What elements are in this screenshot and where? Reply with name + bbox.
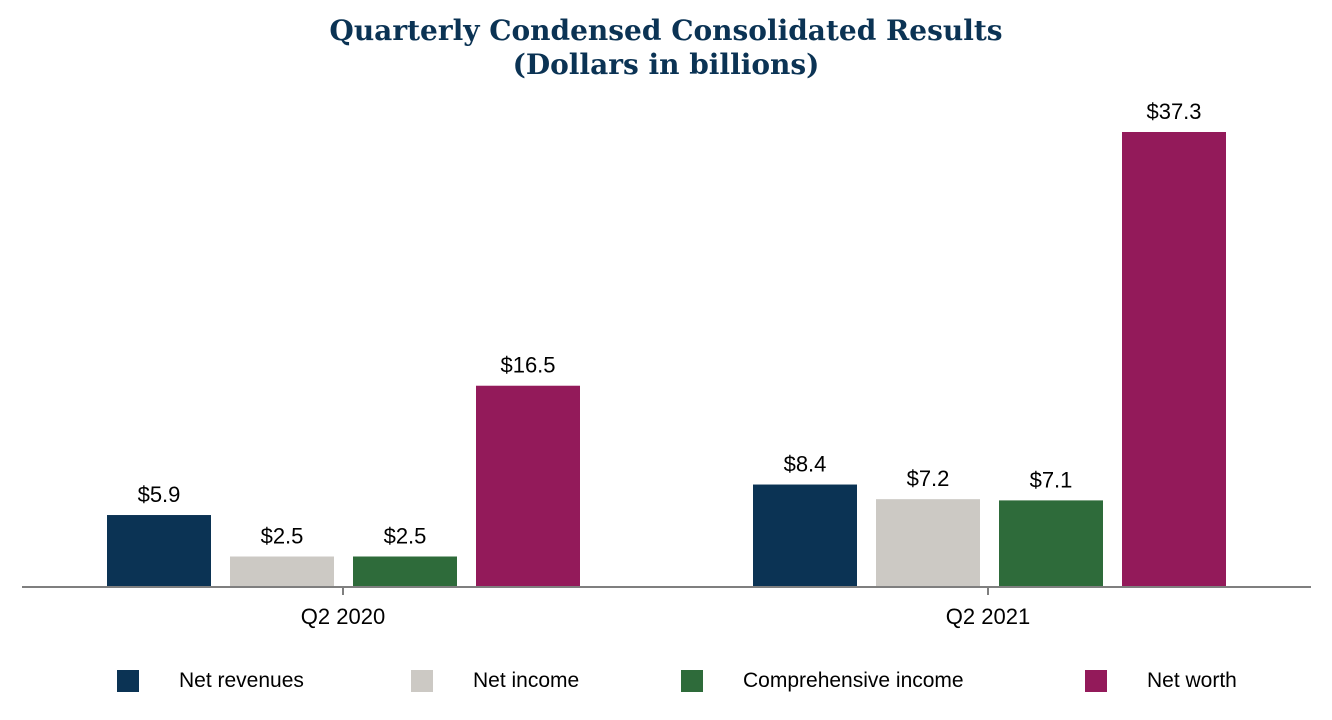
chart-legend: Net revenues Net income Comprehensive in… xyxy=(0,666,1332,696)
data-label-net-revenues-0: $5.9 xyxy=(138,482,181,507)
data-label-net-worth-0: $16.5 xyxy=(500,353,555,378)
legend-swatch-net-worth xyxy=(1085,670,1107,692)
data-label-comprehensive-income-0: $2.5 xyxy=(384,524,427,549)
legend-label-net-income: Net income xyxy=(473,669,580,692)
bar-comprehensive-income-0 xyxy=(353,556,457,587)
data-label-comprehensive-income-1: $7.1 xyxy=(1030,467,1073,492)
legend-swatch-comprehensive-income xyxy=(681,670,703,692)
bar-net-worth-1 xyxy=(1122,132,1226,587)
legend-item-comprehensive-income: Comprehensive income xyxy=(681,666,964,696)
x-tick-label-0: Q2 2020 xyxy=(301,604,385,629)
legend-item-net-revenues: Net revenues xyxy=(117,666,304,696)
bar-net-worth-0 xyxy=(476,385,580,587)
bar-net-revenues-0 xyxy=(107,515,211,587)
legend-label-net-worth: Net worth xyxy=(1147,669,1237,692)
legend-label-comprehensive-income: Comprehensive income xyxy=(743,669,964,692)
bar-comprehensive-income-1 xyxy=(999,500,1103,587)
data-label-net-income-0: $2.5 xyxy=(261,524,304,549)
legend-swatch-net-revenues xyxy=(117,670,139,692)
chart-subtitle: (Dollars in billions) xyxy=(512,48,820,81)
legend-label-net-revenues: Net revenues xyxy=(179,669,304,692)
legend-item-net-income: Net income xyxy=(411,666,579,696)
x-tick-label-1: Q2 2021 xyxy=(946,604,1030,629)
chart-title-block: Quarterly Condensed Consolidated Results… xyxy=(0,14,1332,82)
legend-swatch-net-income xyxy=(411,670,433,692)
chart-title: Quarterly Condensed Consolidated Results xyxy=(329,14,1003,47)
data-label-net-worth-1: $37.3 xyxy=(1146,99,1201,124)
bar-net-revenues-1 xyxy=(753,484,857,587)
bar-net-income-1 xyxy=(876,499,980,587)
data-label-net-income-1: $7.2 xyxy=(907,466,950,491)
data-label-net-revenues-1: $8.4 xyxy=(784,452,827,477)
bar-net-income-0 xyxy=(230,556,334,587)
legend-item-net-worth: Net worth xyxy=(1085,666,1237,696)
